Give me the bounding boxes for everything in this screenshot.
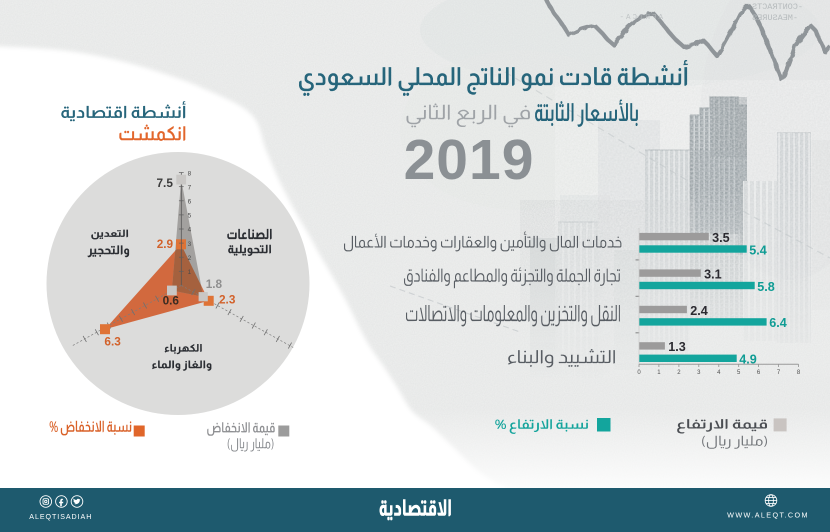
svg-text:2: 2 (188, 255, 192, 262)
svg-text:4.9: 4.9 (739, 353, 757, 367)
svg-text:2: 2 (677, 370, 681, 376)
svg-text:5: 5 (737, 370, 741, 376)
svg-text:6.4: 6.4 (769, 316, 787, 330)
svg-text:0: 0 (637, 370, 641, 376)
svg-text:2.9: 2.9 (157, 237, 174, 251)
svg-text:1: 1 (188, 269, 192, 276)
svg-text:5.4: 5.4 (749, 243, 767, 257)
svg-text:7: 7 (188, 184, 192, 191)
svg-text:2.4: 2.4 (690, 304, 708, 318)
svg-text:8: 8 (188, 170, 192, 177)
svg-text:7: 7 (777, 370, 781, 376)
svg-text:2019: 2019 (404, 128, 535, 192)
svg-text:6: 6 (757, 370, 761, 376)
svg-text:1.8: 1.8 (206, 277, 223, 291)
svg-text:7.5: 7.5 (156, 176, 173, 190)
svg-text:AFRICA-: AFRICA- (617, 14, 663, 22)
svg-text:3.1: 3.1 (704, 267, 722, 281)
svg-text:3.5: 3.5 (712, 231, 730, 245)
svg-text:1: 1 (657, 370, 661, 376)
svg-text:3: 3 (188, 241, 192, 248)
svg-text:-CONTRACTS: -CONTRACTS (752, 2, 803, 12)
svg-text:3: 3 (697, 370, 701, 376)
svg-text:WWW.ALEQT.COM: WWW.ALEQT.COM (727, 511, 809, 520)
svg-text:1.3: 1.3 (668, 340, 686, 354)
svg-text:5.8: 5.8 (757, 280, 775, 294)
svg-text:4: 4 (188, 227, 192, 234)
svg-text:4: 4 (717, 370, 721, 376)
svg-text:6.3: 6.3 (104, 335, 121, 349)
svg-text:ALEQTISADIAH: ALEQTISADIAH (29, 513, 92, 521)
svg-text:0.6: 0.6 (163, 293, 180, 307)
svg-text:2.3: 2.3 (219, 293, 236, 307)
svg-text:6: 6 (188, 199, 192, 206)
svg-text:8: 8 (797, 370, 801, 376)
svg-text:5: 5 (188, 213, 192, 220)
svg-text:-MEASURES: -MEASURES (752, 13, 798, 23)
